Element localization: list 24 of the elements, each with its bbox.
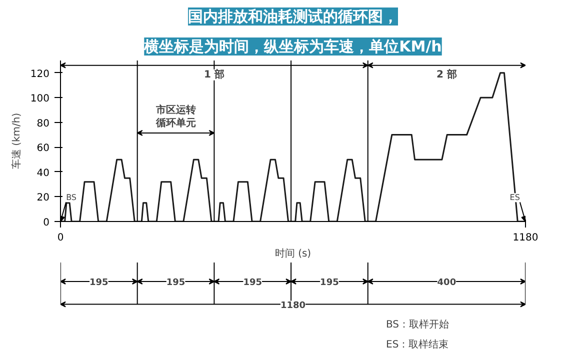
annotation: ES [510,193,520,202]
annotation: 市区运转循环单元 [154,104,196,129]
annotation: BS [66,193,77,202]
x-axis-title: 时间 (s) [274,248,312,260]
y-tick-label: 120 [30,68,50,80]
annotation: 2 部 [436,68,457,80]
y-tick-label: 20 [36,192,50,204]
text: 195 [320,278,339,288]
text: 195 [166,278,186,288]
annotation: 1 部 [204,68,224,80]
chart-title: 国内排放和油耗测试的循环图， [188,8,398,26]
text: BS：取样开始 [386,318,450,331]
text: 400 [437,278,456,288]
y-axis-title: 车速 (km/h) [10,112,22,170]
y-tick-label: 100 [30,94,50,105]
y-tick-label: 0 [43,218,50,228]
text: 195 [90,278,108,288]
text: 1180 [280,300,306,311]
y-tick-label: 60 [36,143,50,154]
chart-subtitle: 横坐标是为时间，纵坐标为车速，单位KM/h [143,38,442,56]
text: ES：取样结束 [386,338,449,351]
text: 195 [243,278,262,288]
y-tick-label: 80 [36,118,50,130]
y-tick-label: 40 [36,168,50,179]
